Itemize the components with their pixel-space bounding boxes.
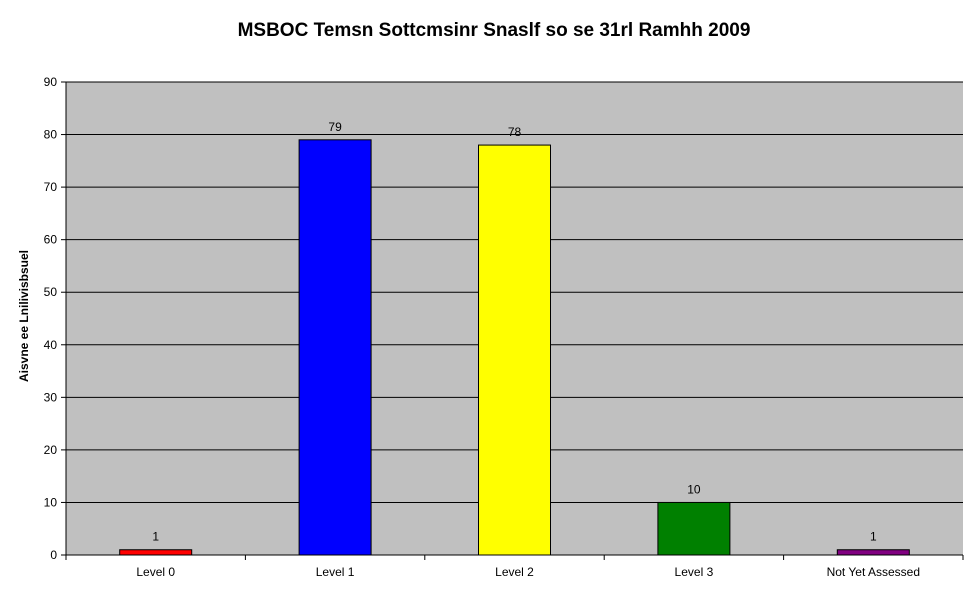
data-label: 1 bbox=[870, 530, 877, 544]
y-axis-ticks: 0 10 20 30 40 50 60 70 80 90 bbox=[44, 75, 66, 562]
y-tick-label: 50 bbox=[44, 285, 58, 299]
y-tick-label: 30 bbox=[44, 390, 58, 404]
x-tick-label: Level 1 bbox=[316, 565, 355, 579]
bar-level-3 bbox=[657, 501, 731, 556]
data-label: 10 bbox=[687, 482, 701, 496]
y-tick-label: 0 bbox=[50, 548, 57, 562]
data-label: 79 bbox=[328, 120, 342, 134]
y-tick-label: 60 bbox=[44, 233, 58, 247]
y-tick-label: 40 bbox=[44, 338, 58, 352]
bar-level-1 bbox=[298, 139, 372, 556]
y-axis-title: Aisvne ee Lnilivisbsuel bbox=[17, 250, 31, 382]
chart-title: MSBOC Temsn Sottcmsinr Snaslf so se 31rl… bbox=[238, 20, 751, 41]
x-tick-label: Level 2 bbox=[495, 565, 534, 579]
bars bbox=[119, 139, 910, 556]
bar-level-0 bbox=[119, 549, 193, 556]
data-label: 1 bbox=[152, 530, 159, 544]
bar-level-2 bbox=[478, 144, 551, 556]
data-label: 78 bbox=[508, 125, 522, 139]
x-tick-label: Level 3 bbox=[675, 565, 714, 579]
x-tick-label: Level 0 bbox=[136, 565, 175, 579]
y-tick-label: 70 bbox=[44, 180, 58, 194]
x-axis-ticks: Level 0 Level 1 Level 2 Level 3 Not Yet Asse… bbox=[65, 555, 964, 579]
data-labels: 1 79 78 10 1 bbox=[152, 120, 877, 544]
y-tick-label: 90 bbox=[44, 75, 58, 89]
axes bbox=[65, 82, 963, 556]
y-tick-label: 10 bbox=[44, 495, 58, 509]
y-tick-label: 80 bbox=[44, 128, 58, 142]
bar-not-yet-assessed bbox=[836, 549, 910, 556]
x-tick-label: Not Yet Assessed bbox=[827, 565, 920, 579]
y-tick-label: 20 bbox=[44, 443, 58, 457]
